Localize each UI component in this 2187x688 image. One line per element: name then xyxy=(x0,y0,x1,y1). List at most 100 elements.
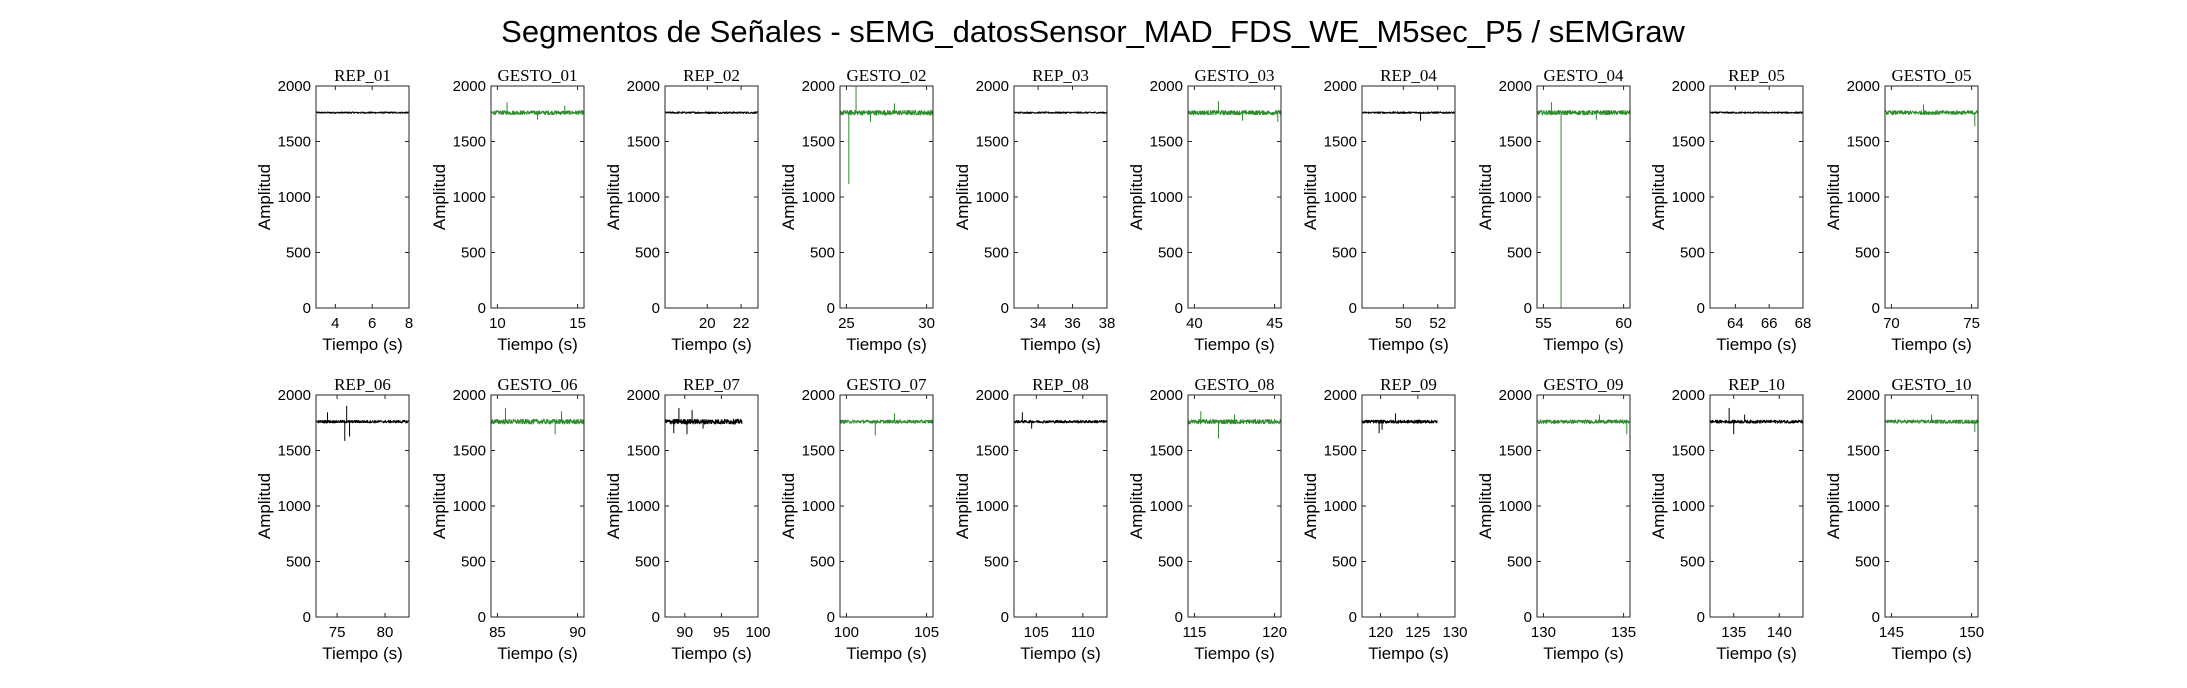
y-tick-label: 2000 xyxy=(1672,387,1705,404)
signal-line xyxy=(1709,111,1804,114)
y-tick-label: 0 xyxy=(1175,609,1183,626)
y-tick-label: 1500 xyxy=(976,134,1009,151)
axes-box xyxy=(1187,394,1282,618)
subplot-title: REP_02 xyxy=(683,66,740,85)
x-axis-label: Tiempo (s) xyxy=(1020,644,1101,663)
x-axis-label: Tiempo (s) xyxy=(1891,644,1972,663)
y-tick-label: 1000 xyxy=(1499,189,1532,206)
y-axis-label: Amplitud xyxy=(953,164,972,230)
x-tick-label: 66 xyxy=(1761,315,1778,332)
y-tick-label: 1000 xyxy=(802,189,835,206)
axes-box xyxy=(664,394,759,618)
y-tick-label: 1500 xyxy=(802,134,835,151)
x-tick-label: 140 xyxy=(1767,624,1792,641)
signal-line xyxy=(1013,111,1108,114)
y-tick-label: 2000 xyxy=(976,78,1009,95)
x-tick-label: 90 xyxy=(676,624,693,641)
signal-line xyxy=(839,413,934,436)
subplot-title: GESTO_07 xyxy=(847,375,927,394)
axes-box xyxy=(1709,85,1804,309)
subplot-rep-10: 0 500 1000 1500 2000 135 140 REP_10 Tiempo (s) Am… xyxy=(1649,375,1804,663)
subplot-title: REP_06 xyxy=(334,375,391,394)
x-axis-label: Tiempo (s) xyxy=(1543,335,1624,354)
y-axis-label: Amplitud xyxy=(604,473,623,539)
y-tick-label: 1500 xyxy=(627,443,660,460)
y-tick-label: 1500 xyxy=(627,134,660,151)
x-axis-label: Tiempo (s) xyxy=(322,335,403,354)
y-tick-label: 500 xyxy=(461,245,486,262)
x-tick-label: 70 xyxy=(1883,315,1900,332)
y-axis-label: Amplitud xyxy=(430,473,449,539)
y-tick-label: 500 xyxy=(810,554,835,571)
y-tick-label: 500 xyxy=(1680,554,1705,571)
y-tick-label: 1500 xyxy=(453,134,486,151)
y-tick-label: 500 xyxy=(1680,245,1705,262)
x-tick-label: 105 xyxy=(914,624,939,641)
y-tick-label: 1500 xyxy=(278,443,311,460)
y-tick-label: 1500 xyxy=(1672,443,1705,460)
x-tick-label: 60 xyxy=(1615,315,1632,332)
y-tick-label: 500 xyxy=(1855,245,1880,262)
x-tick-label: 75 xyxy=(329,624,346,641)
x-tick-label: 115 xyxy=(1182,624,1206,641)
subplot-title: GESTO_05 xyxy=(1892,66,1972,85)
signal-line xyxy=(1361,413,1438,434)
subplot-gesto-01: 0 500 1000 1500 2000 10 15 GESTO_01 Tiempo (s) Am… xyxy=(430,66,586,354)
x-tick-label: 8 xyxy=(405,315,413,332)
x-tick-label: 40 xyxy=(1186,315,1203,332)
y-tick-label: 500 xyxy=(1507,245,1532,262)
y-tick-label: 1000 xyxy=(1672,189,1705,206)
y-tick-label: 1000 xyxy=(1324,189,1357,206)
subplot-title: GESTO_09 xyxy=(1544,375,1624,394)
x-tick-label: 15 xyxy=(569,315,586,332)
y-tick-label: 1500 xyxy=(1847,443,1880,460)
y-tick-label: 1500 xyxy=(453,443,486,460)
y-tick-label: 1000 xyxy=(1847,189,1880,206)
subplot-title: GESTO_04 xyxy=(1544,66,1624,85)
signal-line xyxy=(839,85,934,185)
y-tick-label: 0 xyxy=(1697,300,1705,317)
subplot-rep-04: 0 500 1000 1500 2000 50 52 REP_04 Tiempo (s) Ampl… xyxy=(1301,66,1456,354)
x-tick-label: 22 xyxy=(733,315,750,332)
y-tick-label: 0 xyxy=(1001,609,1009,626)
y-tick-label: 1000 xyxy=(453,498,486,515)
y-tick-label: 2000 xyxy=(1150,387,1183,404)
subplot-gesto-10: 0 500 1000 1500 2000 145 150 GESTO_10 Tiempo (s)… xyxy=(1824,375,1984,663)
subplot-rep-01: 0 500 1000 1500 2000 4 6 8 REP_01 Tiempo (s) Ampli… xyxy=(255,66,413,354)
x-tick-label: 4 xyxy=(331,315,339,332)
y-axis-label: Amplitud xyxy=(1649,164,1668,230)
y-tick-label: 1000 xyxy=(1150,498,1183,515)
axes-box xyxy=(1361,394,1456,618)
x-axis-label: Tiempo (s) xyxy=(671,335,752,354)
x-axis-label: Tiempo (s) xyxy=(1020,335,1101,354)
y-tick-label: 500 xyxy=(1507,554,1532,571)
y-tick-label: 2000 xyxy=(627,387,660,404)
y-axis-label: Amplitud xyxy=(1476,473,1495,539)
y-tick-label: 0 xyxy=(652,300,660,317)
x-tick-label: 105 xyxy=(1024,624,1049,641)
y-tick-label: 0 xyxy=(303,609,311,626)
y-tick-label: 1000 xyxy=(278,498,311,515)
x-tick-label: 75 xyxy=(1963,315,1980,332)
y-tick-label: 1000 xyxy=(1499,498,1532,515)
y-tick-label: 0 xyxy=(652,609,660,626)
axes-box xyxy=(839,85,934,309)
y-tick-label: 1500 xyxy=(1150,134,1183,151)
y-axis-label: Amplitud xyxy=(604,164,623,230)
y-axis-label: Amplitud xyxy=(779,164,798,230)
signal-line xyxy=(1536,102,1631,309)
y-tick-label: 500 xyxy=(984,554,1009,571)
y-tick-label: 0 xyxy=(1175,300,1183,317)
signal-line xyxy=(315,111,410,114)
x-tick-label: 38 xyxy=(1099,315,1116,332)
x-tick-label: 80 xyxy=(377,624,394,641)
signal-line xyxy=(664,111,759,115)
y-tick-label: 0 xyxy=(1524,609,1532,626)
axes-box xyxy=(1013,85,1108,309)
x-tick-label: 150 xyxy=(1959,624,1984,641)
y-axis-label: Amplitud xyxy=(1649,473,1668,539)
y-tick-label: 2000 xyxy=(802,78,835,95)
figure-title: Segmentos de Señales - sEMG_datosSensor_… xyxy=(501,14,1685,49)
